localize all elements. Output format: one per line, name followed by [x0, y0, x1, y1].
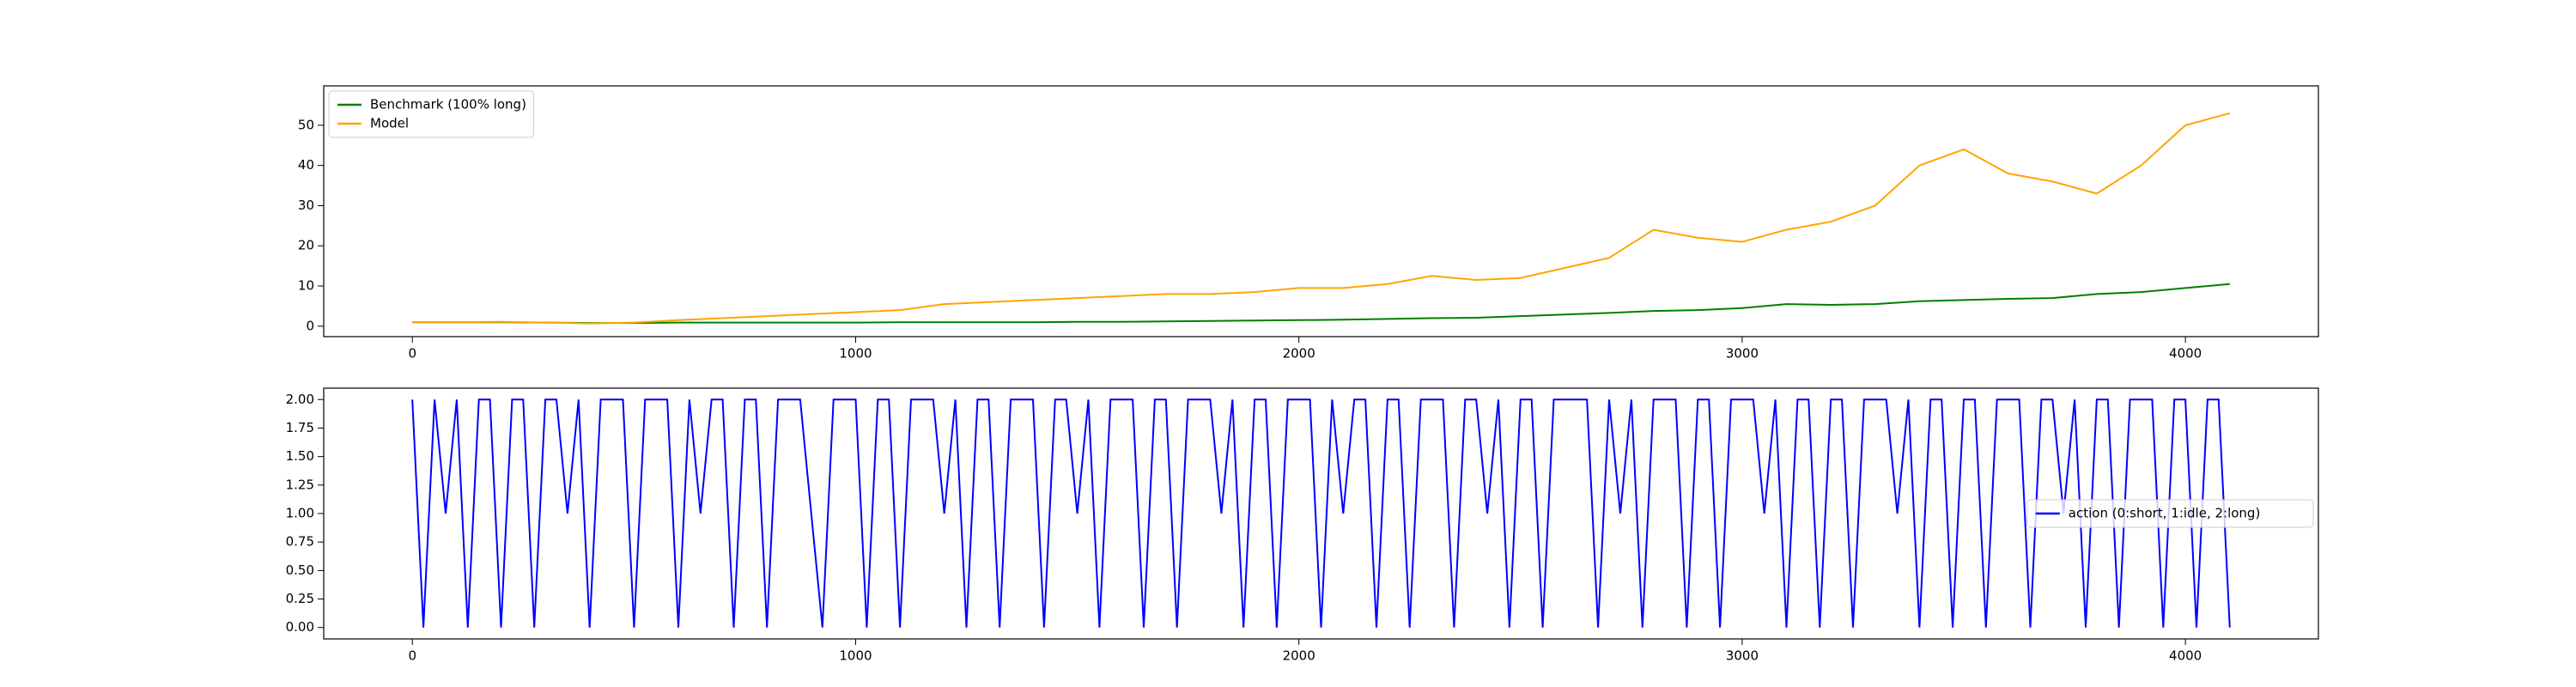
- legend-label: Benchmark (100% long): [370, 97, 526, 112]
- y-tick-label: 0.75: [286, 534, 314, 550]
- y-tick-label: 1.25: [286, 477, 314, 492]
- x-tick-label: 0: [408, 648, 416, 664]
- x-tick-label: 3000: [1726, 346, 1759, 362]
- legend-box: [2026, 499, 2314, 528]
- line: [412, 112, 2231, 325]
- y-tick-label: 30: [298, 198, 314, 213]
- x-tick-label: 3000: [1726, 648, 1759, 664]
- y-tick-label: 1.50: [286, 448, 314, 464]
- y-tick-label: 40: [298, 157, 314, 173]
- y-tick-label: 0.25: [286, 591, 314, 606]
- legend-label: action (0:short, 1:idle, 2:long): [2069, 506, 2261, 521]
- y-tick-label: 10: [298, 278, 314, 294]
- line: [412, 283, 2230, 325]
- legend-label: Model: [370, 116, 409, 131]
- x-tick-label: 0: [408, 346, 416, 362]
- x-tick-label: 2000: [1283, 346, 1315, 362]
- x-tick-label: 4000: [2169, 346, 2202, 362]
- x-tick-label: 1000: [839, 346, 872, 362]
- legend-box: [328, 90, 535, 138]
- y-tick-label: 20: [298, 238, 314, 253]
- axes-frame: [323, 387, 2319, 640]
- y-tick-label: 0: [306, 318, 314, 333]
- y-tick-label: 0.00: [286, 619, 314, 635]
- y-tick-label: 0.50: [286, 562, 314, 578]
- y-tick-label: 50: [298, 117, 314, 132]
- y-tick-label: 2.00: [286, 392, 314, 407]
- y-tick-label: 1.00: [286, 506, 314, 521]
- axes-frame: [323, 85, 2319, 337]
- x-tick-label: 2000: [1283, 648, 1315, 664]
- x-tick-label: 1000: [839, 648, 872, 664]
- x-tick-label: 4000: [2169, 648, 2202, 664]
- line: [411, 398, 2231, 628]
- y-tick-label: 1.75: [286, 420, 314, 435]
